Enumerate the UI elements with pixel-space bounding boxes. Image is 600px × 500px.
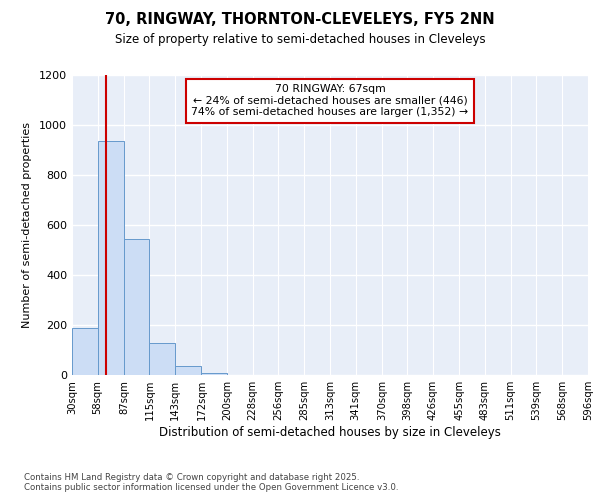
Text: Size of property relative to semi-detached houses in Cleveleys: Size of property relative to semi-detach… [115, 32, 485, 46]
Bar [227, 374, 253, 375]
Bar [124, 239, 149, 375]
Bar [175, 366, 202, 375]
Bar [149, 343, 175, 375]
Y-axis label: Number of semi-detached properties: Number of semi-detached properties [22, 122, 32, 328]
X-axis label: Distribution of semi-detached houses by size in Cleveleys: Distribution of semi-detached houses by … [159, 426, 501, 439]
Bar [72, 328, 98, 375]
Bar [98, 141, 124, 375]
Text: Contains HM Land Registry data © Crown copyright and database right 2025.
Contai: Contains HM Land Registry data © Crown c… [24, 473, 398, 492]
Text: 70, RINGWAY, THORNTON-CLEVELEYS, FY5 2NN: 70, RINGWAY, THORNTON-CLEVELEYS, FY5 2NN [105, 12, 495, 28]
Bar [202, 373, 227, 375]
Text: 70 RINGWAY: 67sqm
← 24% of semi-detached houses are smaller (446)
74% of semi-de: 70 RINGWAY: 67sqm ← 24% of semi-detached… [191, 84, 469, 117]
